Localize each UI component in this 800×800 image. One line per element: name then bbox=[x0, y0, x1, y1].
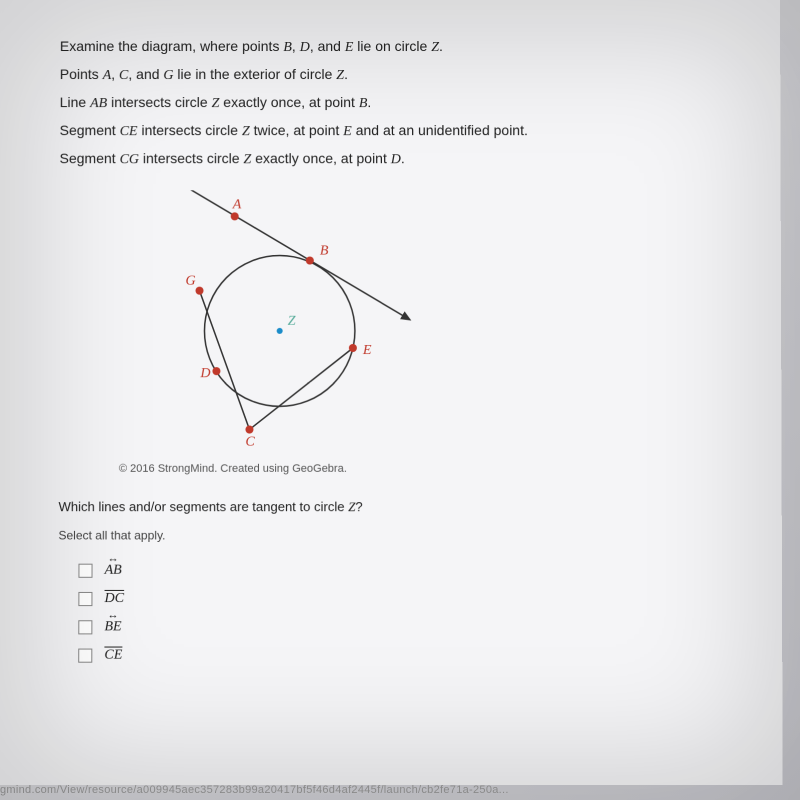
option-be[interactable]: BE bbox=[78, 619, 722, 635]
problem-line-4: Segment CE intersects circle Z twice, at… bbox=[60, 120, 721, 142]
checkbox-icon[interactable] bbox=[78, 564, 92, 578]
problem-line-2: Points A, C, and G lie in the exterior o… bbox=[60, 64, 720, 86]
svg-text:C: C bbox=[245, 435, 255, 450]
worksheet-page: Examine the diagram, where points B, D, … bbox=[0, 0, 783, 785]
option-label: CE bbox=[104, 648, 122, 664]
option-label: AB bbox=[105, 563, 122, 579]
option-label: DC bbox=[104, 591, 124, 607]
checkbox-icon[interactable] bbox=[78, 592, 92, 606]
svg-text:E: E bbox=[362, 343, 372, 358]
checkbox-icon[interactable] bbox=[78, 649, 92, 663]
answer-options: AB DC BE CE bbox=[58, 563, 722, 664]
question-text: Which lines and/or segments are tangent … bbox=[59, 499, 722, 515]
svg-text:Z: Z bbox=[288, 314, 296, 329]
svg-text:B: B bbox=[320, 243, 329, 258]
circle-diagram-svg: Z A B G D C E bbox=[119, 190, 420, 451]
option-label: BE bbox=[104, 619, 121, 635]
svg-text:A: A bbox=[232, 197, 242, 212]
url-bar: gmind.com/View/resource/a009945aec357283… bbox=[0, 784, 509, 796]
copyright-text: © 2016 StrongMind. Created using GeoGebr… bbox=[119, 463, 721, 475]
option-ab[interactable]: AB bbox=[78, 563, 721, 579]
svg-text:G: G bbox=[185, 274, 195, 289]
svg-text:D: D bbox=[199, 366, 210, 381]
checkbox-icon[interactable] bbox=[78, 620, 92, 634]
problem-line-1: Examine the diagram, where points B, D, … bbox=[60, 36, 720, 58]
option-ce[interactable]: CE bbox=[78, 648, 722, 664]
problem-line-3: Line AB intersects circle Z exactly once… bbox=[60, 92, 721, 114]
diagram: Z A B G D C E © 2016 StrongMind. Created using… bbox=[119, 190, 721, 475]
select-all-instruction: Select all that apply. bbox=[58, 528, 721, 542]
problem-line-5: Segment CG intersects circle Z exactly o… bbox=[60, 148, 721, 170]
option-dc[interactable]: DC bbox=[78, 591, 721, 607]
